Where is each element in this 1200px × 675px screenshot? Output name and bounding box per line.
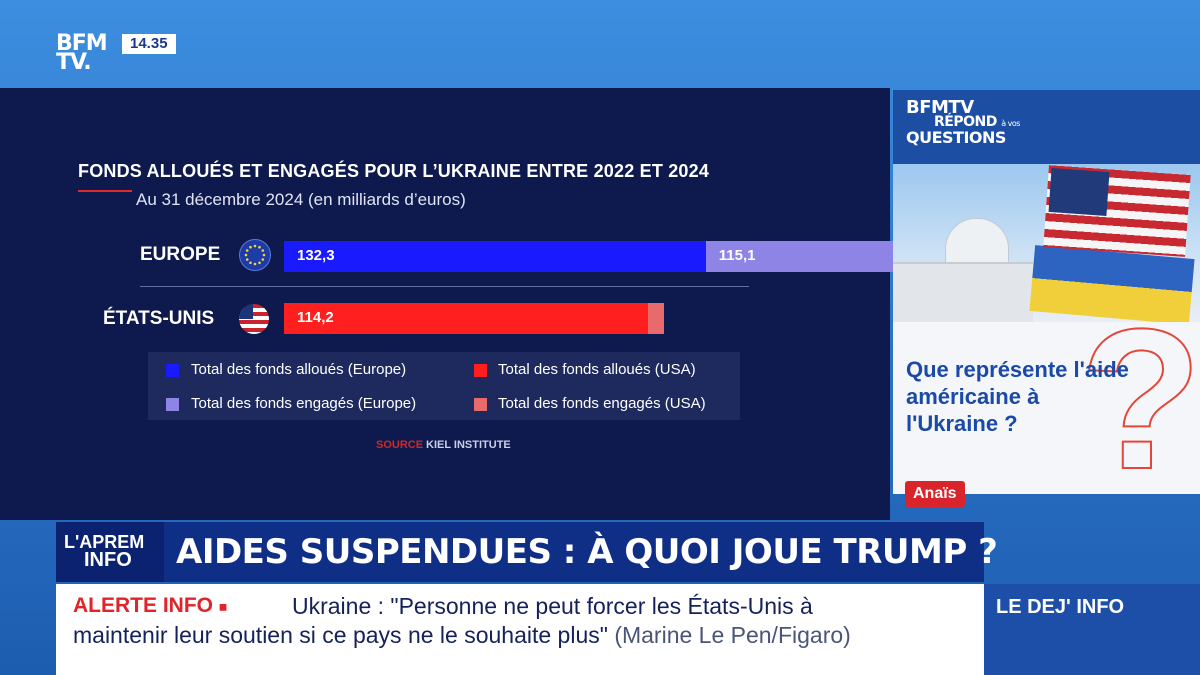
category-label-usa: ÉTATS-UNIS [103,308,215,329]
chart-subtitle: Au 31 décembre 2024 (en milliards d’euro… [136,190,466,209]
legend-label-europe-alloues: Total des fonds alloués (Europe) [191,361,407,378]
side-question-text: Que représente l'aide américaine à l'Ukr… [906,357,1129,436]
side-logo-line-2: RÉPOND à vos [934,114,1020,130]
headline-band [56,522,984,582]
ticker-band [56,584,984,675]
side-card-body [893,322,1200,494]
side-card-header [893,90,1200,164]
capitol-building-shape [893,262,1033,322]
row-divider [140,286,749,287]
question-mark-graphic: ? [1079,288,1200,511]
category-label-europe: EUROPE [140,244,221,265]
legend-swatch-usa-alloues [474,364,487,377]
program-band [984,584,1200,675]
source-value: KIEL INSTITUTE [426,439,511,451]
alerte-info-text: ALERTE INFO [73,594,213,617]
bar-usa-alloues [284,303,649,334]
ticker-line-2-text: maintenir leur soutien si ce pays ne le … [73,622,608,648]
ticker-line-1: Ukraine : "Personne ne peut forcer les É… [292,593,813,619]
source-label: SOURCE [376,439,424,451]
eu-flag-icon [239,239,271,271]
eu-stars [244,244,266,266]
legend-label-usa-engages: Total des fonds engagés (USA) [498,395,706,412]
show-logo-line-2: INFO [84,549,132,571]
aprem-info-logo: L'APREM INFO [56,522,164,582]
bar-value-label-europe-alloues: 132,3 [297,247,335,264]
side-logo-line-1: BFMTV [906,97,974,118]
chart-title: FONDS ALLOUÉS ET ENGAGÉS POUR L’UKRAINE … [78,161,710,181]
side-logo-line-3: QUESTIONS [906,128,1006,147]
legend-label-usa-alloues: Total des fonds alloués (USA) [498,361,696,378]
legend-swatch-europe-engages [166,398,179,411]
ticker-source: (Marine Le Pen/Figaro) [614,622,851,648]
alerte-bullet: ■ [218,598,228,615]
presenter-badge: Anaïs [905,481,965,507]
bar-usa-engages [648,303,664,334]
side-logo-small: à vos [1001,119,1020,128]
headline-text: AIDES SUSPENDUES : À QUOI JOUE TRUMP ? [176,532,998,572]
bfmtv-repond-logo: BFMTV RÉPOND à vos QUESTIONS [906,97,1020,147]
alerte-info-label: ALERTE INFO ■ [73,594,227,618]
side-logo-line-2-main: RÉPOND [934,114,997,130]
bar-europe-alloues [284,241,706,272]
legend-label-europe-engages: Total des fonds engagés (Europe) [191,395,417,412]
legend-swatch-europe-alloues [166,364,179,377]
usa-flag-canton-image [1048,168,1110,216]
title-accent-line [78,190,132,192]
clock: 14.35 [122,34,176,54]
us-flag-icon [239,304,269,334]
legend: Total des fonds alloués (Europe) Total d… [148,352,740,420]
us-flag-canton [239,304,253,319]
legend-swatch-usa-engages [474,398,487,411]
show-logo-line-1: L'APREM [64,532,145,552]
ticker-line-2: maintenir leur soutien si ce pays ne le … [73,622,851,649]
program-label: LE DEJ' INFO [996,596,1125,618]
channel-logo: BFM TV. [56,31,108,75]
bar-value-label-usa-alloues: 114,2 [297,309,334,326]
bar-value-label-europe-engages: 115,1 [718,247,756,264]
capitol-dome-shape [945,218,1009,270]
